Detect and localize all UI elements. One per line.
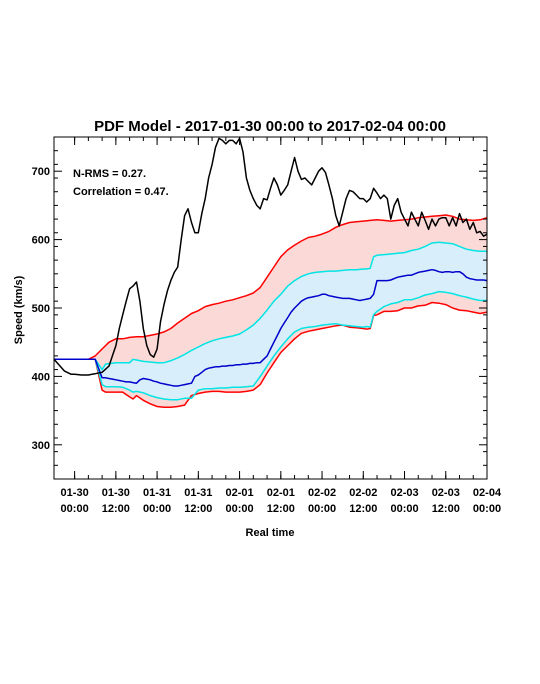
x-tick-label-date: 02-01 — [267, 487, 295, 499]
x-tick-label-time: 12:00 — [432, 503, 460, 515]
x-tick-label-time: 00:00 — [473, 503, 501, 515]
plot-area — [53, 137, 488, 408]
x-tick-label-time: 12:00 — [102, 503, 130, 515]
x-tick-label-date: 02-03 — [390, 487, 418, 499]
annotation-correlation: Correlation = 0.47. — [73, 186, 169, 198]
axes: 300 400 500 600 700 01-30 00:00 01-30 12:00 01-31… — [32, 136, 502, 515]
chart-title: PDF Model - 2017-01-30 00:00 to 2017-02-… — [94, 118, 446, 135]
y-tick-label: 700 — [32, 166, 50, 178]
x-tick-label-date: 02-01 — [226, 487, 254, 499]
y-tick-label: 500 — [32, 303, 50, 315]
y-tick-label: 600 — [32, 235, 50, 247]
annotation-nrms: N-RMS = 0.27. — [73, 168, 146, 180]
inner-upper-line — [54, 241, 487, 371]
x-tick-label-time: 00:00 — [143, 503, 171, 515]
x-tick-label-time: 12:00 — [184, 503, 212, 515]
y-axis-label: Speed (km/s) — [13, 275, 25, 344]
x-tick-label-date: 02-02 — [308, 487, 336, 499]
x-tick-label-date: 01-31 — [143, 487, 171, 499]
x-tick-label-date: 01-30 — [102, 487, 130, 499]
x-tick-label-date: 01-31 — [184, 487, 212, 499]
x-tick-label-date: 02-04 — [473, 487, 502, 499]
inner-lower-line — [54, 290, 487, 401]
x-axis-label: Real time — [246, 527, 295, 539]
x-tick-label-date: 01-30 — [61, 487, 89, 499]
inner-band-fill — [54, 242, 487, 400]
median-line — [54, 268, 488, 387]
observed-line — [53, 137, 488, 376]
x-tick-label-time: 12:00 — [267, 503, 295, 515]
x-tick-label-date: 02-03 — [432, 487, 460, 499]
y-tick-label: 400 — [32, 371, 50, 383]
x-tick-label-time: 00:00 — [390, 503, 418, 515]
outer-upper-line — [54, 214, 488, 361]
x-tick-label-time: 00:00 — [308, 503, 336, 515]
x-tick-label-time: 00:00 — [226, 503, 254, 515]
x-tick-label-time: 00:00 — [61, 503, 89, 515]
outer-lower-line — [54, 301, 488, 408]
x-tick-label-date: 02-02 — [349, 487, 377, 499]
x-tick-label-time: 12:00 — [349, 503, 377, 515]
y-tick-label: 300 — [32, 440, 50, 452]
